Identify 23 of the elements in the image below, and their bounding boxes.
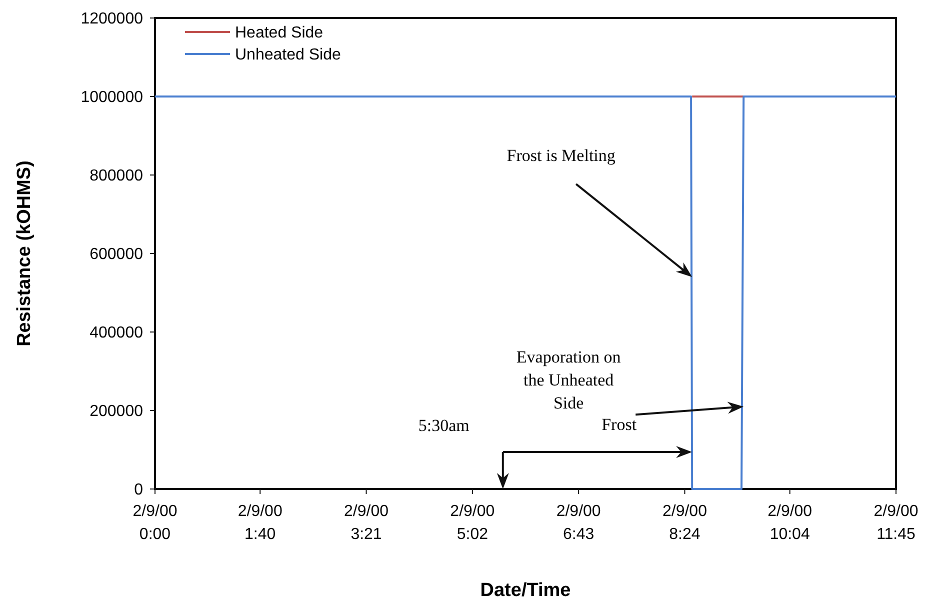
y-tick-label: 600000 — [90, 246, 144, 264]
x-tick-label: 2/9/00 8:24 — [662, 503, 708, 543]
x-tick-label: 2/9/00 5:02 — [450, 503, 495, 543]
x-tick-label: 2/9/00 3:21 — [344, 503, 389, 543]
annotation: Frost — [602, 415, 637, 434]
y-tick-label: 0 — [134, 482, 144, 499]
legend-label: Unheated Side — [235, 46, 341, 64]
x-tick-label: 2/9/00 10:04 — [768, 503, 812, 543]
x-tick-label: 2/9/00 11:45 — [874, 503, 918, 543]
y-tick-label: 400000 — [90, 324, 144, 342]
annotation: Evaporation on the Unheated Side — [516, 348, 622, 413]
x-axis-title: Date/Time — [480, 580, 571, 601]
x-tick-label: 2/9/00 1:40 — [238, 503, 282, 543]
x-tick-label: 2/9/00 6:43 — [556, 503, 601, 543]
y-axis-title: Resistance (kOHMS) — [14, 160, 35, 346]
y-tick-label: 1000000 — [80, 89, 144, 106]
x-tick-label: 2/9/00 0:00 — [132, 503, 178, 543]
legend-label: Heated Side — [235, 24, 324, 42]
y-tick-label: 200000 — [90, 403, 144, 420]
annotation: Frost is Melting — [506, 146, 616, 166]
y-tick-label: 1200000 — [80, 10, 144, 28]
y-tick-label: 800000 — [90, 168, 144, 185]
annotation: 5:30am — [418, 416, 470, 435]
